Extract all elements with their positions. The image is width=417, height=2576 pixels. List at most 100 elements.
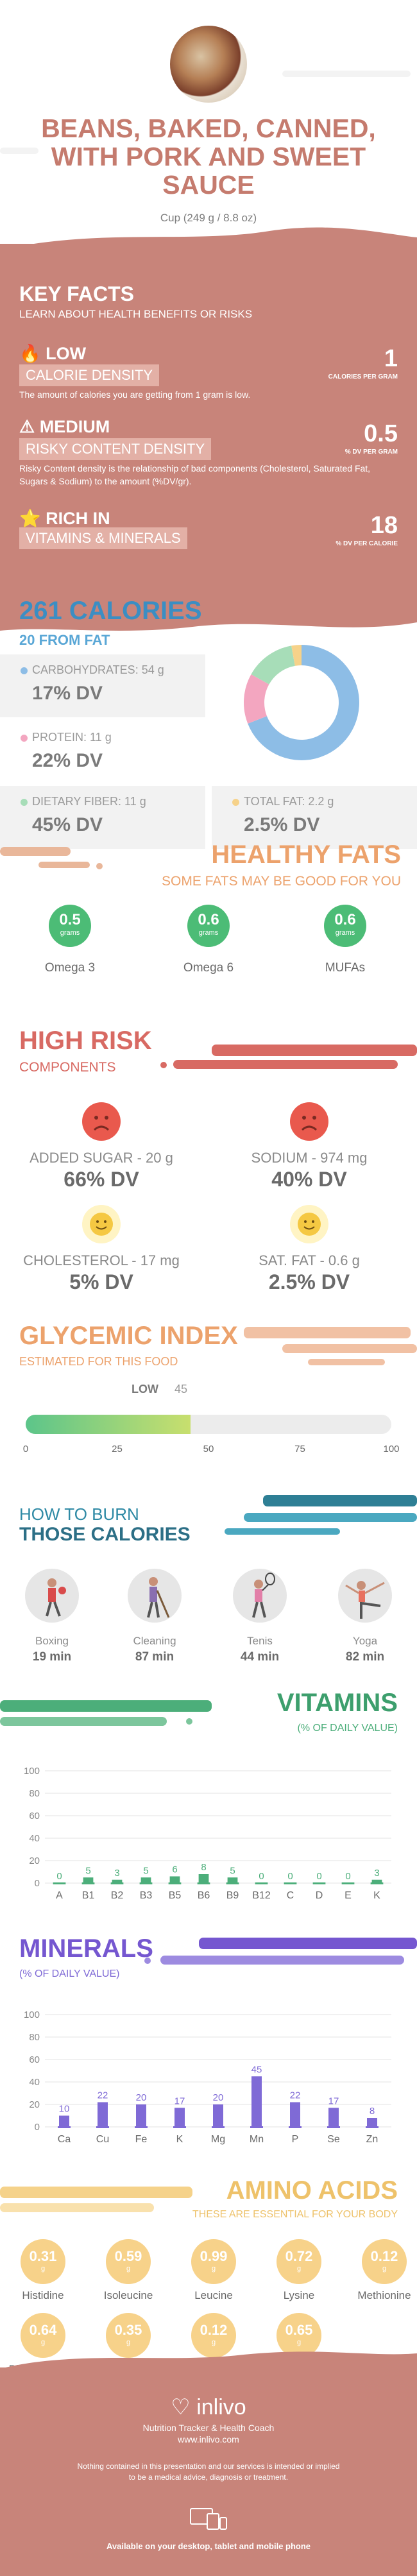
- heart-icon: ♡: [171, 2395, 191, 2419]
- amino-unit: g: [296, 2265, 302, 2273]
- healthy-fats-title: HEALTHY FATS: [211, 840, 401, 869]
- vitamins-value-label: 3: [374, 1868, 379, 1879]
- minerals-bar-ca: [59, 2115, 69, 2127]
- minerals-bar-se: [328, 2108, 339, 2127]
- vitamins-category-label: B1: [82, 1890, 95, 1901]
- vitamins-bar-base: [370, 1882, 384, 1884]
- cholesterol-dv: 5% DV: [69, 1270, 133, 1293]
- vitamins-bar-base: [81, 1882, 95, 1884]
- vitamins-bar-base: [226, 1882, 239, 1884]
- cleaning-icon: [128, 1569, 182, 1623]
- minerals-value-label: 17: [328, 2095, 339, 2106]
- minerals-ytick: 40: [29, 2077, 40, 2088]
- brand-logo[interactable]: ♡ inlivo: [0, 2394, 417, 2420]
- omega3-circle: 0.5 grams: [49, 905, 91, 947]
- glycemic-tick: 75: [294, 1444, 305, 1454]
- sodium-dv: 40% DV: [271, 1168, 347, 1191]
- food-title: BEANS, BAKED, CANNED, WITH PORK AND SWEE…: [41, 114, 376, 200]
- decor-stroke: [0, 1700, 212, 1712]
- boxing-minutes: 19 min: [32, 1650, 72, 1664]
- high-risk-title: HIGH RISK: [19, 1027, 152, 1055]
- flame-icon: 🔥: [19, 344, 41, 363]
- high-risk-subtitle: COMPONENTS: [19, 1060, 116, 1075]
- vitamins-bar-k: [371, 1879, 382, 1883]
- vitamins-category-label: B6: [198, 1890, 210, 1901]
- minerals-bar-base: [58, 2126, 71, 2128]
- risky-density-description: Risky Content density is the relationshi…: [19, 463, 371, 486]
- vitamins-category-label: K: [373, 1890, 380, 1901]
- minerals-bar-chart: 0 20 40 60 80 100 10 Ca 22 Cu 20 Fe 17 K 20 Mg 45 Mn 22 P 17…: [24, 2009, 391, 2145]
- donut-slice-dietary-fiber: [251, 645, 295, 685]
- minerals-category-label: Mg: [211, 2134, 225, 2145]
- macro-donut-chart: [244, 645, 359, 760]
- cleaning-label: Cleaning: [133, 1635, 176, 1647]
- omega3-unit: grams: [60, 929, 80, 937]
- footer: ♡ inlivo Nutrition Tracker & Health Coac…: [0, 2351, 417, 2576]
- mufas-circle: 0.6 grams: [324, 905, 366, 947]
- vitamins-value-label: 0: [345, 1871, 350, 1882]
- yoga-icon: [338, 1569, 392, 1623]
- mufas-unit: grams: [335, 929, 355, 937]
- amino-value: 0.35: [114, 2322, 142, 2338]
- vitamins-value-label: 3: [114, 1868, 119, 1879]
- minerals-category-label: Ca: [58, 2134, 71, 2145]
- amino-name: Methionine: [357, 2289, 411, 2301]
- vitamins-bar-b3: [140, 1877, 151, 1883]
- minerals-ytick: 100: [24, 2009, 40, 2020]
- calorie-density-level: 🔥 LOW: [19, 344, 87, 363]
- amino-value: 0.12: [200, 2322, 228, 2338]
- amino-value: 0.99: [200, 2248, 228, 2264]
- sat-fat-dv: 2.5% DV: [268, 1270, 350, 1293]
- donut-slice-carbohydrates: [248, 645, 359, 760]
- calorie-density-caption: CALORIES PER GRAM: [328, 373, 398, 380]
- burn-title-line2: THOSE CALORIES: [19, 1524, 191, 1545]
- vitamins-bar-base: [197, 1882, 210, 1884]
- minerals-bar-mg: [213, 2104, 223, 2127]
- glycemic-tick: 0: [22, 1444, 29, 1454]
- vitamins-bar-b6: [198, 1874, 209, 1883]
- minerals-bar-cu: [98, 2102, 108, 2127]
- vitamins-value-label: 5: [85, 1865, 90, 1876]
- calorie-density-label: CALORIE DENSITY: [19, 364, 160, 386]
- glycemic-level: LOW: [132, 1383, 158, 1395]
- amino-circle-phenylalanine: 0.64 g: [21, 2313, 65, 2358]
- warning-icon: ⚠: [19, 417, 35, 436]
- minerals-ytick: 60: [29, 2054, 40, 2065]
- fiber-dot: [21, 799, 28, 806]
- vitamins-category-label: A: [56, 1890, 63, 1901]
- amino-circle-leucine: 0.99 g: [191, 2239, 236, 2284]
- glycemic-value: 45: [174, 1383, 188, 1395]
- serving-size: Cup (249 g / 8.8 oz): [160, 212, 257, 224]
- vitamins-title: VITAMINS: [277, 1689, 398, 1717]
- minerals-value-label: 20: [213, 2092, 224, 2103]
- added-sugar-label: ADDED SUGAR - 20 g: [30, 1150, 173, 1166]
- protein-dot: [21, 735, 28, 742]
- decor-stroke: [244, 1327, 411, 1338]
- decor-stroke: [282, 1344, 417, 1353]
- key-facts-title: KEY FACTS: [19, 282, 134, 305]
- donut-slice-total-fat: [291, 645, 302, 666]
- amino-circle-threonine: 0.35 g: [106, 2313, 151, 2358]
- omega3-value: 0.5: [59, 911, 81, 928]
- amino-name: Histidine: [22, 2289, 64, 2301]
- minerals-value-label: 8: [370, 2106, 375, 2117]
- minerals-value-label: 20: [136, 2092, 147, 2103]
- vitamins-value-label: 5: [230, 1865, 235, 1876]
- amino-unit: g: [40, 2339, 46, 2346]
- vitamins-ytick: 80: [29, 1788, 40, 1799]
- vitamins-category-label: D: [316, 1890, 323, 1901]
- vitamins-bar-b5: [169, 1876, 180, 1883]
- amino-unit: g: [382, 2265, 387, 2273]
- brand-url[interactable]: www.inlivo.com: [178, 2434, 239, 2444]
- wave-bottom: [0, 613, 417, 631]
- vitamins-bar-chart: 0 20 40 60 80 100 0 A 5 B1 3 B2 5 B3 6 B5 8 B6 5 B9 0 B12 0 C 0 D…: [24, 1766, 391, 1901]
- vitamins-value-label: 0: [287, 1871, 293, 1882]
- vitamins-ytick: 0: [35, 1878, 40, 1889]
- minerals-bar-base: [366, 2126, 379, 2128]
- amino-value: 0.31: [29, 2248, 57, 2264]
- happy-face-icon: [82, 1205, 121, 1243]
- protein-label: PROTEIN: 11 g: [32, 731, 112, 744]
- amino-unit: g: [126, 2265, 131, 2273]
- vitamins-value-label: 8: [201, 1862, 206, 1873]
- key-facts-background: [0, 244, 417, 616]
